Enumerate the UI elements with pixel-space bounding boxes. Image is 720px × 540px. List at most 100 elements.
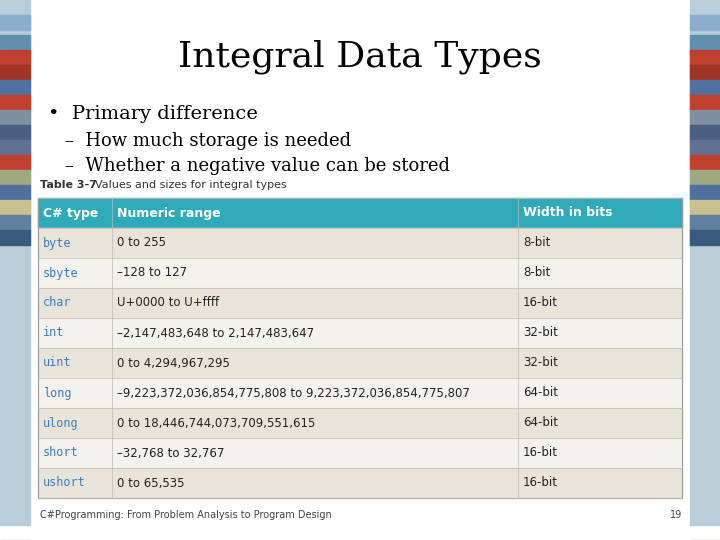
Bar xyxy=(518,378,682,408)
Bar xyxy=(0,0,30,525)
Bar xyxy=(690,230,720,245)
Bar xyxy=(518,468,682,498)
Text: 0 to 4,294,967,295: 0 to 4,294,967,295 xyxy=(117,356,230,369)
Bar xyxy=(38,198,682,498)
Bar xyxy=(690,215,720,230)
Text: C#Programming: From Problem Analysis to Program Design: C#Programming: From Problem Analysis to … xyxy=(40,510,332,520)
Bar xyxy=(518,198,682,228)
Bar xyxy=(518,288,682,318)
Bar xyxy=(112,348,518,378)
Text: –  Whether a negative value can be stored: – Whether a negative value can be stored xyxy=(65,157,450,175)
Bar xyxy=(690,0,720,525)
Bar xyxy=(690,125,720,140)
Bar xyxy=(690,15,720,30)
Bar xyxy=(112,228,518,258)
Text: Numeric range: Numeric range xyxy=(117,206,221,219)
Bar xyxy=(690,155,720,170)
Bar xyxy=(0,35,30,55)
Bar xyxy=(38,468,112,498)
Bar xyxy=(690,50,720,65)
Bar xyxy=(690,170,720,185)
Bar xyxy=(518,258,682,288)
Bar xyxy=(690,185,720,200)
Bar xyxy=(0,155,30,170)
Bar xyxy=(112,438,518,468)
Bar xyxy=(690,140,720,155)
Text: 16-bit: 16-bit xyxy=(523,296,558,309)
Bar xyxy=(0,230,30,245)
Bar xyxy=(690,200,720,215)
Text: 64-bit: 64-bit xyxy=(523,416,558,429)
Bar xyxy=(690,35,720,55)
Text: ulong: ulong xyxy=(43,416,78,429)
Bar xyxy=(0,200,30,215)
Bar xyxy=(112,258,518,288)
Text: 32-bit: 32-bit xyxy=(523,327,558,340)
Bar xyxy=(690,80,720,95)
Text: Integral Data Types: Integral Data Types xyxy=(178,40,542,75)
Text: short: short xyxy=(43,447,78,460)
Text: 8-bit: 8-bit xyxy=(523,237,550,249)
Bar xyxy=(112,378,518,408)
Bar xyxy=(518,318,682,348)
Bar xyxy=(38,318,112,348)
Bar xyxy=(38,228,112,258)
Bar xyxy=(518,408,682,438)
Text: uint: uint xyxy=(43,356,71,369)
Text: Values and sizes for integral types: Values and sizes for integral types xyxy=(88,180,287,190)
Text: 64-bit: 64-bit xyxy=(523,387,558,400)
Text: –2,147,483,648 to 2,147,483,647: –2,147,483,648 to 2,147,483,647 xyxy=(117,327,314,340)
Text: –  How much storage is needed: – How much storage is needed xyxy=(65,132,351,150)
Bar xyxy=(38,288,112,318)
Text: –9,223,372,036,854,775,808 to 9,223,372,036,854,775,807: –9,223,372,036,854,775,808 to 9,223,372,… xyxy=(117,387,470,400)
Bar xyxy=(518,438,682,468)
Bar xyxy=(112,198,518,228)
Text: ushort: ushort xyxy=(43,476,86,489)
Text: •  Primary difference: • Primary difference xyxy=(48,105,258,123)
Text: int: int xyxy=(43,327,64,340)
Text: 0 to 18,446,744,073,709,551,615: 0 to 18,446,744,073,709,551,615 xyxy=(117,416,315,429)
Text: 16-bit: 16-bit xyxy=(523,476,558,489)
Bar xyxy=(0,15,30,30)
Bar xyxy=(690,110,720,125)
Bar xyxy=(0,215,30,230)
Bar xyxy=(0,65,30,80)
Bar xyxy=(38,378,112,408)
Text: Table 3-7: Table 3-7 xyxy=(40,180,97,190)
Text: 0 to 255: 0 to 255 xyxy=(117,237,166,249)
Text: long: long xyxy=(43,387,71,400)
Text: 19: 19 xyxy=(670,510,682,520)
Text: 32-bit: 32-bit xyxy=(523,356,558,369)
Bar xyxy=(0,110,30,125)
Bar xyxy=(112,288,518,318)
Bar xyxy=(38,408,112,438)
Bar xyxy=(0,170,30,185)
Text: 8-bit: 8-bit xyxy=(523,267,550,280)
Text: byte: byte xyxy=(43,237,71,249)
Bar xyxy=(38,258,112,288)
Text: char: char xyxy=(43,296,71,309)
Bar xyxy=(112,408,518,438)
Bar xyxy=(38,438,112,468)
Bar xyxy=(690,65,720,80)
Text: 0 to 65,535: 0 to 65,535 xyxy=(117,476,184,489)
Text: sbyte: sbyte xyxy=(43,267,78,280)
Text: 16-bit: 16-bit xyxy=(523,447,558,460)
Bar xyxy=(0,140,30,155)
Text: –128 to 127: –128 to 127 xyxy=(117,267,187,280)
Text: U+0000 to U+ffff: U+0000 to U+ffff xyxy=(117,296,219,309)
Text: –32,768 to 32,767: –32,768 to 32,767 xyxy=(117,447,225,460)
Bar xyxy=(38,348,112,378)
Text: Width in bits: Width in bits xyxy=(523,206,612,219)
Bar xyxy=(112,468,518,498)
Bar xyxy=(0,185,30,200)
Bar xyxy=(0,95,30,110)
Bar xyxy=(0,50,30,65)
Bar xyxy=(518,228,682,258)
Bar xyxy=(0,125,30,140)
Bar xyxy=(518,348,682,378)
Bar xyxy=(38,198,112,228)
Text: C# type: C# type xyxy=(43,206,99,219)
Bar xyxy=(112,318,518,348)
Bar xyxy=(690,95,720,110)
